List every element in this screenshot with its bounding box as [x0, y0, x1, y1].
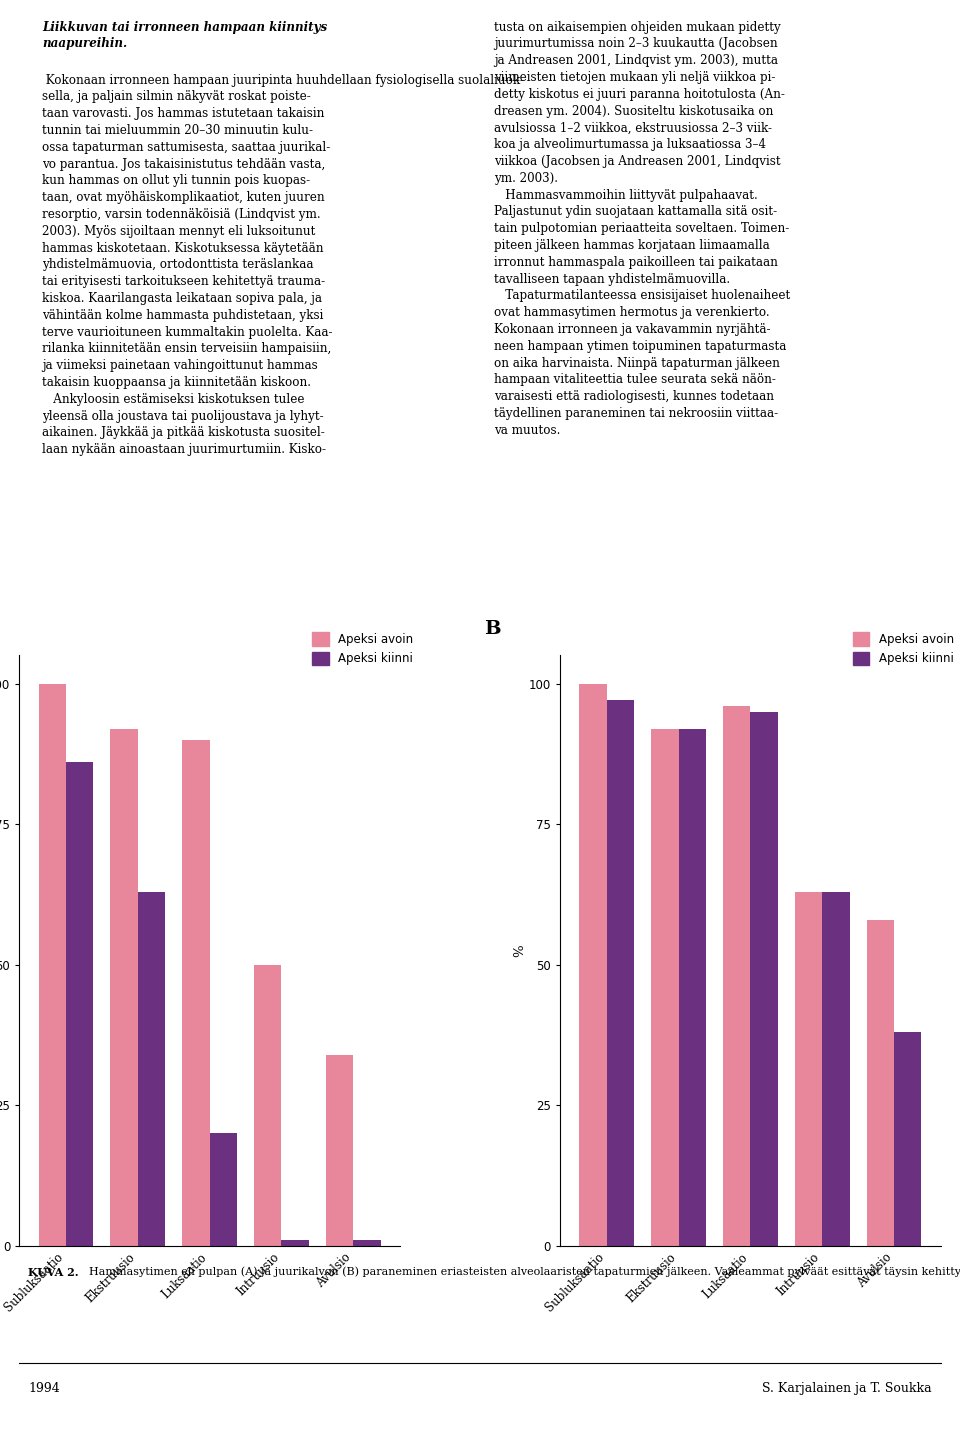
Bar	[110, 728, 137, 1246]
Text: Liikkuvan tai irronneen hampaan kiinnitys
naapureihin.: Liikkuvan tai irronneen hampaan kiinnity…	[42, 20, 327, 50]
Bar	[867, 919, 894, 1246]
Bar	[795, 891, 823, 1246]
Bar	[580, 684, 607, 1246]
Bar	[326, 1054, 353, 1246]
Legend: Apeksi avoin, Apeksi kiinni: Apeksi avoin, Apeksi kiinni	[312, 632, 413, 665]
Text: S. Karjalainen ja T. Soukka: S. Karjalainen ja T. Soukka	[762, 1381, 931, 1394]
Bar	[254, 965, 281, 1246]
Bar	[137, 891, 165, 1246]
Bar	[607, 701, 634, 1246]
Bar	[751, 712, 778, 1246]
Text: KUVA 2.: KUVA 2.	[29, 1267, 79, 1277]
Text: B: B	[484, 621, 500, 638]
Bar	[66, 762, 93, 1246]
Text: Hammasytimen eli pulpan (A) ja juurikalvon (B) paraneminen eriasteisten alveolaa: Hammasytimen eli pulpan (A) ja juurikalv…	[82, 1267, 960, 1277]
Text: 1994: 1994	[29, 1381, 60, 1394]
Bar	[281, 1240, 309, 1246]
Bar	[38, 684, 66, 1246]
Bar	[182, 739, 209, 1246]
Bar	[894, 1032, 922, 1246]
Y-axis label: %: %	[513, 944, 526, 957]
Bar	[651, 728, 679, 1246]
Bar	[723, 706, 751, 1246]
Text: tusta on aikaisempien ohjeiden mukaan pidetty
juurimurtumissa noin 2–3 kuukautta: tusta on aikaisempien ohjeiden mukaan pi…	[493, 20, 790, 436]
Bar	[209, 1134, 237, 1246]
Bar	[823, 891, 850, 1246]
Text: Kokonaan irronneen hampaan juuripinta huuhdellaan fysiologisella suolaliuok-
sel: Kokonaan irronneen hampaan juuripinta hu…	[42, 73, 524, 456]
Legend: Apeksi avoin, Apeksi kiinni: Apeksi avoin, Apeksi kiinni	[852, 632, 954, 665]
Bar	[353, 1240, 380, 1246]
Bar	[679, 728, 706, 1246]
